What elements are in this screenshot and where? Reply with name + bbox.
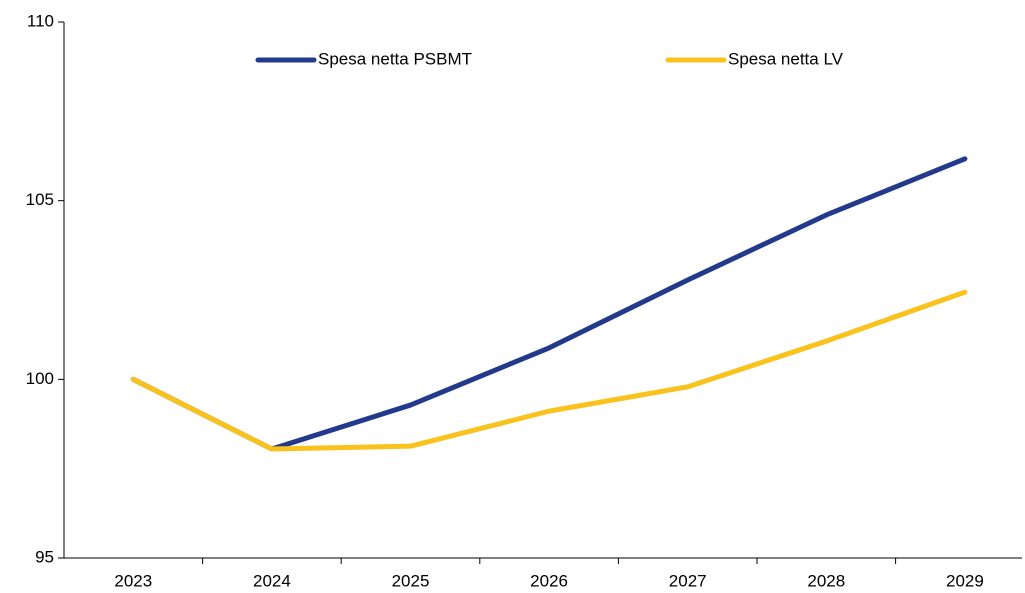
y-tick-label: 100 bbox=[26, 369, 54, 388]
x-tick-label: 2026 bbox=[530, 571, 568, 590]
y-tick-label: 95 bbox=[35, 547, 54, 566]
legend-label: Spesa netta LV bbox=[728, 49, 844, 68]
x-tick-label: 2029 bbox=[946, 571, 984, 590]
x-tick-label: 2028 bbox=[807, 571, 845, 590]
y-tick-label: 110 bbox=[27, 11, 54, 30]
legend-label: Spesa netta PSBMT bbox=[318, 49, 472, 68]
x-tick-label: 2024 bbox=[253, 571, 291, 590]
y-tick-label: 105 bbox=[26, 190, 54, 209]
series-line bbox=[130, 289, 968, 452]
series-line bbox=[130, 156, 968, 452]
x-tick-label: 2025 bbox=[392, 571, 430, 590]
x-tick-label: 2027 bbox=[669, 571, 707, 590]
x-tick-label: 2023 bbox=[114, 571, 152, 590]
